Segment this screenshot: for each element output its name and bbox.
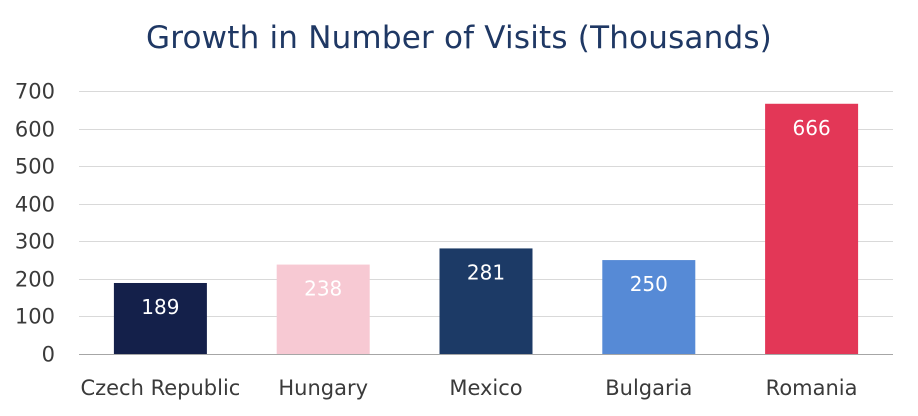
y-tick-label: 200 bbox=[15, 268, 55, 292]
x-tick-label: Bulgaria bbox=[605, 376, 692, 400]
x-tick-label: Hungary bbox=[278, 376, 368, 400]
data-label: 189 bbox=[141, 295, 179, 319]
data-label: 666 bbox=[793, 116, 831, 140]
y-tick-label: 100 bbox=[15, 305, 55, 329]
x-tick-label: Romania bbox=[766, 376, 858, 400]
bar bbox=[439, 248, 533, 354]
y-tick-label: 700 bbox=[15, 80, 55, 104]
data-label: 281 bbox=[467, 260, 505, 284]
x-tick-label: Czech Republic bbox=[80, 376, 240, 400]
bar bbox=[276, 264, 370, 354]
y-tick-label: 600 bbox=[15, 118, 55, 142]
x-tick-label: Mexico bbox=[449, 376, 522, 400]
chart-title: Growth in Number of Visits (Thousands) bbox=[146, 20, 772, 56]
y-tick-label: 300 bbox=[15, 230, 55, 254]
bar bbox=[765, 103, 859, 354]
y-tick-label: 0 bbox=[42, 343, 55, 367]
data-label: 250 bbox=[630, 272, 668, 296]
y-tick-label: 500 bbox=[15, 155, 55, 179]
y-tick-label: 400 bbox=[15, 193, 55, 217]
data-label: 238 bbox=[304, 277, 342, 301]
bar bbox=[602, 260, 696, 354]
bar bbox=[113, 282, 207, 354]
